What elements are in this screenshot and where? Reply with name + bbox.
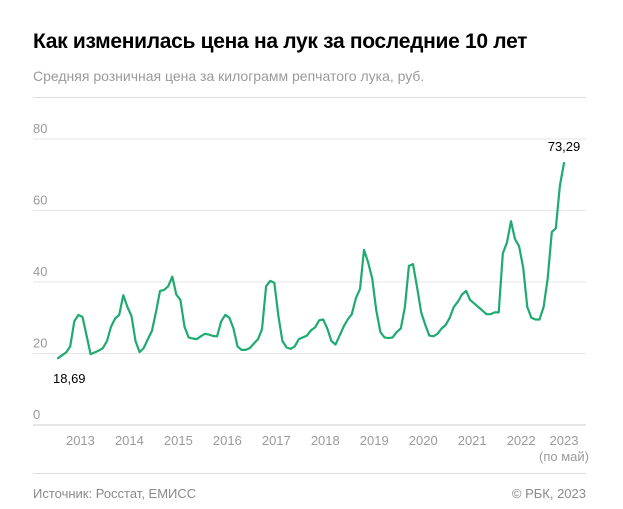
end-value-label: 73,29 xyxy=(548,139,581,154)
x-tick-label: 2021 xyxy=(458,433,487,448)
top-divider xyxy=(33,97,586,98)
y-axis-ticks: 0 20 40 60 80 xyxy=(33,121,47,422)
x-tick-label: 2016 xyxy=(213,433,242,448)
source-note: Источник: Росстат, ЕМИСС xyxy=(33,486,197,501)
chart-subtitle: Средняя розничная цена за килограмм репч… xyxy=(33,68,425,84)
x-tick-label: 2017 xyxy=(262,433,291,448)
x-tick-label: 2013 xyxy=(66,433,95,448)
annotations: 18,69 73,29 xyxy=(53,139,580,386)
chart-title: Как изменилась цена на лук за последние … xyxy=(33,30,528,53)
x-tick-label: 2022 xyxy=(507,433,536,448)
x-tick-label: 2014 xyxy=(115,433,144,448)
start-value-label: 18,69 xyxy=(53,371,86,386)
price-series-line xyxy=(56,161,566,360)
x-tick-label: 2020 xyxy=(409,433,438,448)
gridlines xyxy=(33,138,586,426)
x-tick-label: 2023 xyxy=(550,433,579,448)
x-axis-ticks: 2013 2014 2015 2016 2017 2018 2019 2020 2021 2022… xyxy=(66,433,589,464)
x-tick-label: 2019 xyxy=(360,433,389,448)
y-tick-label: 60 xyxy=(33,193,47,208)
y-tick-label: 40 xyxy=(33,264,47,279)
x-tick-label: 2018 xyxy=(311,433,340,448)
bottom-divider xyxy=(33,473,586,474)
x-tick-note: (по май) xyxy=(539,449,589,464)
x-tick-label: 2015 xyxy=(164,433,193,448)
copyright-note: © РБК, 2023 xyxy=(511,486,586,501)
y-tick-label: 0 xyxy=(33,407,40,422)
y-tick-label: 20 xyxy=(33,336,47,351)
y-tick-label: 80 xyxy=(33,121,47,136)
